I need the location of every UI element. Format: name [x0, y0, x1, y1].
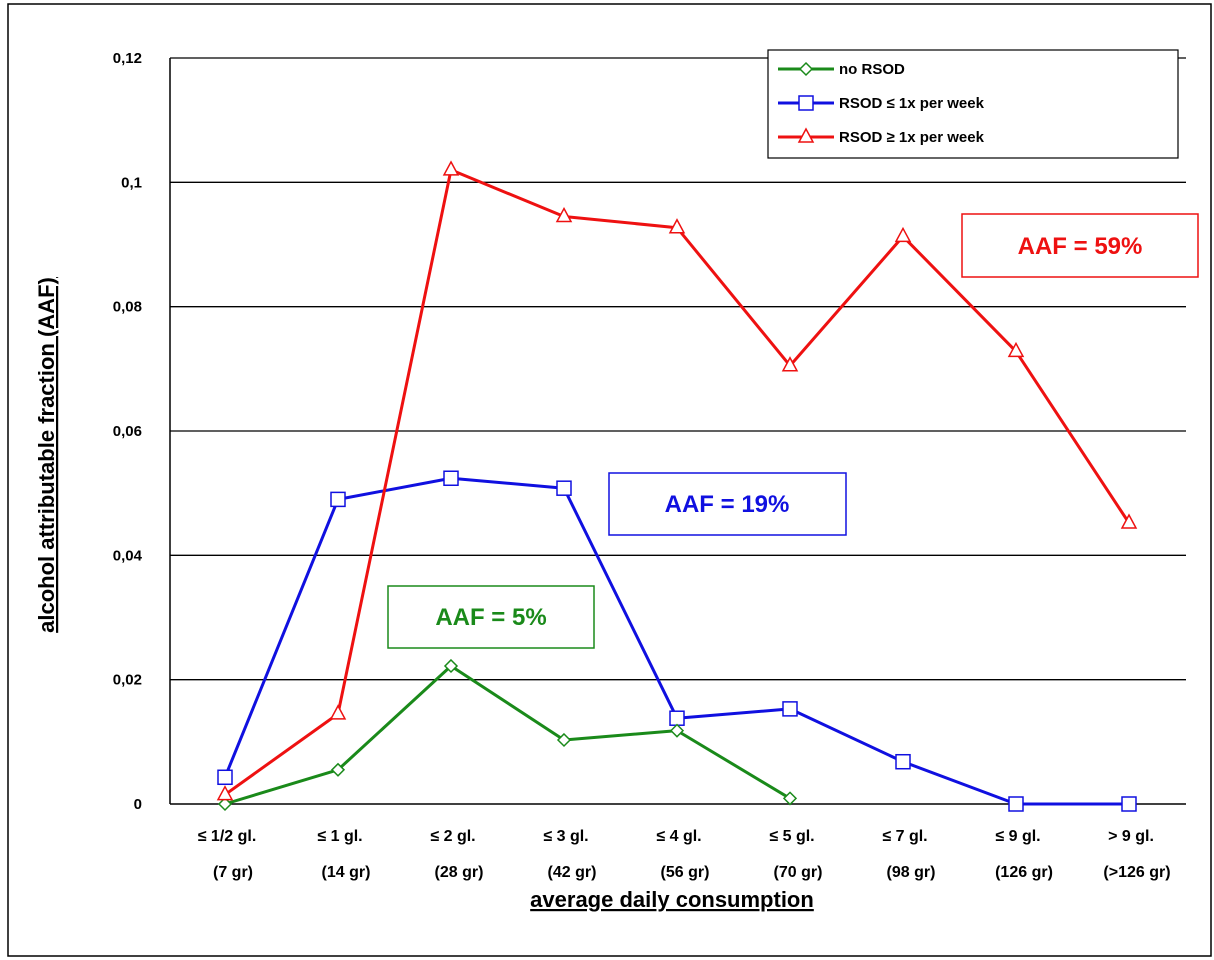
annotation-no-rsod: AAF = 5%	[387, 585, 595, 649]
y-tick-label: 0	[134, 796, 142, 813]
data-point	[782, 701, 798, 717]
annotation-text-rsod-low: AAF = 19%	[665, 491, 790, 518]
x-tick-label: ≤ 2 gl.	[430, 828, 475, 845]
legend-swatch-marker	[798, 61, 814, 77]
y-tick-label: 0,06	[113, 423, 142, 440]
data-point	[1008, 796, 1024, 812]
data-point	[782, 791, 798, 806]
data-point	[443, 658, 459, 674]
x-tick-sublabel: (14 gr)	[322, 864, 371, 881]
legend-swatch-marker	[798, 95, 814, 111]
data-point	[669, 710, 685, 726]
legend-entries: no RSOD RSOD ≤ 1x per week RSOD ≥ 1x per w…	[778, 61, 985, 146]
y-tick-labels: 0 0,02 0,04 0,06 0,08 0,1 0,12	[113, 50, 143, 813]
legend-label: RSOD ≥ 1x per week	[839, 129, 985, 146]
y-tick-label: 0,12	[113, 50, 142, 67]
data-point	[1121, 796, 1137, 812]
x-tick-sublabel: (7 gr)	[213, 864, 253, 881]
data-point	[217, 796, 233, 812]
legend: no RSOD RSOD ≤ 1x per week RSOD ≥ 1x per w…	[767, 49, 1179, 159]
series-rsod-1x-per-week	[216, 160, 1138, 801]
x-tick-label: ≤ 3 gl.	[543, 828, 588, 845]
legend-label: RSOD ≤ 1x per week	[839, 95, 985, 112]
annotation-rsod-high: AAF = 59%	[961, 213, 1199, 278]
data-point	[556, 480, 572, 496]
data-point	[894, 226, 912, 243]
legend-entry-rsod-1x-per-week: RSOD ≥ 1x per week	[778, 127, 985, 146]
data-point	[555, 206, 573, 223]
x-tick-sublabel: (56 gr)	[661, 864, 710, 881]
x-tick-label: ≤ 4 gl.	[656, 828, 701, 845]
data-point	[895, 753, 911, 770]
data-point	[1007, 341, 1025, 358]
data-point	[330, 762, 346, 777]
x-tick-label: ≤ 5 gl.	[769, 828, 814, 845]
x-tick-sublabel: (98 gr)	[887, 864, 936, 881]
x-tick-labels: ≤ 1/2 gl. (7 gr) ≤ 1 gl. (14 gr) ≤ 2 gl. (28 …	[198, 828, 1171, 881]
data-point	[216, 785, 234, 801]
legend-swatch-marker	[797, 127, 815, 143]
data-point	[330, 491, 346, 508]
annotation-box-rsod-high	[961, 213, 1199, 278]
x-tick-label: ≤ 9 gl.	[995, 828, 1040, 845]
x-tick-label: ≤ 1 gl.	[317, 828, 362, 845]
series-no-rsod	[217, 658, 798, 812]
data-point	[329, 704, 347, 720]
legend-entry-rsod-1x-per-week: RSOD ≤ 1x per week	[778, 95, 985, 112]
y-axis-title: alcohol attributable fraction (AAF)	[34, 277, 59, 633]
y-tick-label: 0,08	[113, 299, 142, 316]
y-tick-label: 0,1	[121, 174, 142, 191]
x-tick-sublabel: (28 gr)	[435, 864, 484, 881]
data-point	[1120, 513, 1138, 529]
data-point	[556, 732, 572, 748]
data-point	[669, 723, 685, 738]
annotation-text-rsod-high: AAF = 59%	[1018, 233, 1143, 260]
series-rsod-1x-per-week	[217, 470, 1137, 812]
x-tick-sublabel: (>126 gr)	[1103, 864, 1170, 881]
series-line-no-rsod	[224, 664, 791, 806]
annotation-box-rsod-low	[608, 472, 847, 536]
x-tick-sublabel: (42 gr)	[548, 864, 597, 881]
series-lines	[216, 160, 1138, 812]
x-axis-title: average daily consumption	[530, 887, 814, 912]
annotation-box-no-rsod	[387, 585, 595, 649]
data-point	[668, 218, 686, 234]
annotation-text-no-rsod: AAF = 5%	[435, 604, 546, 631]
annotation-rsod-low: AAF = 19%	[608, 472, 847, 536]
legend-label: no RSOD	[839, 61, 905, 78]
data-point	[217, 769, 233, 786]
x-tick-label: > 9 gl.	[1108, 828, 1154, 845]
x-tick-sublabel: (70 gr)	[774, 864, 823, 881]
data-point	[781, 356, 799, 372]
data-point	[443, 470, 459, 486]
y-tick-label: 0,02	[113, 672, 142, 689]
data-point	[442, 160, 460, 176]
x-tick-label: ≤ 1/2 gl.	[198, 828, 257, 845]
x-tick-label: ≤ 7 gl.	[882, 828, 927, 845]
y-tick-label: 0,04	[113, 547, 143, 564]
legend-box	[767, 49, 1179, 159]
legend-entry-no-rsod: no RSOD	[778, 61, 905, 78]
x-tick-sublabel: (126 gr)	[995, 864, 1053, 881]
